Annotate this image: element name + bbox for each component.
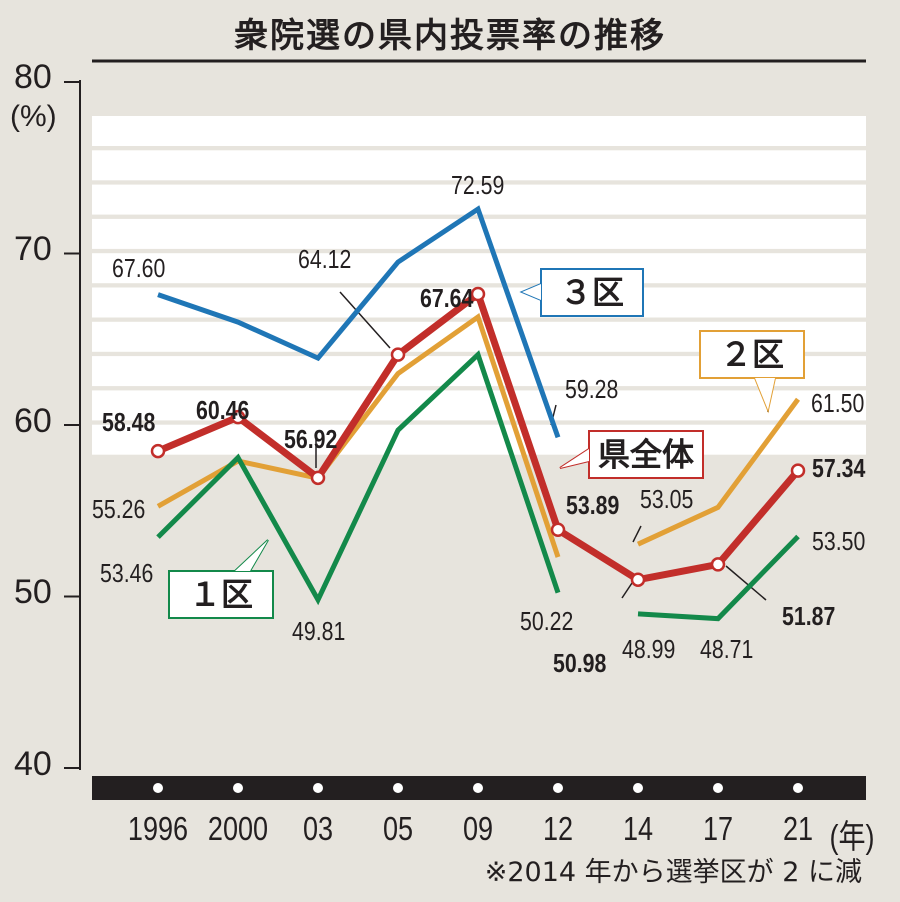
x-axis-dot-14 bbox=[633, 783, 643, 793]
label-leader-line bbox=[725, 565, 767, 601]
data-label-2区-21: 61.50 bbox=[811, 389, 864, 419]
y-tick-label-80: 80 bbox=[14, 58, 52, 96]
data-label-県全体-12: 53.89 bbox=[566, 491, 619, 521]
x-tick-label-2000: 2000 bbox=[207, 810, 269, 847]
series-line-2区-1 bbox=[636, 397, 801, 547]
data-label-3区-12: 59.28 bbox=[565, 375, 618, 405]
data-label-2区-14: 53.05 bbox=[640, 485, 693, 515]
legend-1ku-label: １区 bbox=[189, 576, 253, 614]
x-axis-dot-05 bbox=[393, 783, 403, 793]
grid-band bbox=[92, 218, 866, 249]
x-tick-label-1996: 1996 bbox=[127, 810, 189, 847]
data-point-県全体-21 bbox=[790, 463, 806, 478]
x-axis-dot-09 bbox=[473, 783, 483, 793]
x-axis-unit: (年) bbox=[829, 818, 875, 855]
y-tick-label-60: 60 bbox=[14, 402, 52, 440]
legend-1ku-tail-cover bbox=[235, 540, 268, 571]
grid-band bbox=[92, 116, 866, 146]
x-tick-label-14: 14 bbox=[622, 810, 654, 847]
legend-3ku-label: ３区 bbox=[560, 274, 624, 312]
legend-2ku-tail-cover bbox=[755, 378, 775, 410]
data-label-1区-21: 53.50 bbox=[812, 527, 865, 557]
data-label-県全体-1996: 58.48 bbox=[102, 408, 155, 438]
data-label-3区-03: 64.12 bbox=[298, 245, 351, 275]
data-label-1区-03: 49.81 bbox=[292, 617, 345, 647]
y-tick-label-50: 50 bbox=[14, 573, 52, 611]
data-label-2区-1996: 55.26 bbox=[92, 495, 145, 525]
x-tick-label-09: 09 bbox=[462, 810, 494, 847]
data-label-県全体-17: 51.87 bbox=[782, 602, 835, 632]
data-point-県全体-14 bbox=[630, 572, 646, 587]
x-axis-dot-21 bbox=[793, 783, 803, 793]
data-label-1区-14: 48.99 bbox=[622, 635, 675, 665]
chart-title: 衆院選の県内投票率の推移 bbox=[234, 16, 666, 56]
grid-band bbox=[92, 390, 866, 421]
data-point-県全体-09 bbox=[470, 286, 486, 302]
label-leader-line bbox=[339, 291, 391, 349]
data-label-1区-17: 48.71 bbox=[700, 635, 753, 665]
x-tick-label-12: 12 bbox=[542, 810, 574, 847]
data-label-県全体-21: 57.34 bbox=[812, 454, 866, 484]
data-label-県全体-09: 67.64 bbox=[420, 284, 474, 314]
data-point-県全体-05 bbox=[390, 347, 406, 362]
grid-band bbox=[92, 424, 866, 455]
footnote: ※2014 年から選挙区が 2 に減 bbox=[484, 857, 862, 888]
x-axis-dot-2000 bbox=[233, 783, 243, 793]
x-tick-label-05: 05 bbox=[382, 810, 414, 847]
data-point-県全体-12 bbox=[550, 522, 566, 538]
data-label-3区-1996: 67.60 bbox=[112, 254, 165, 284]
legend-1ku-box bbox=[168, 570, 274, 619]
data-label-3区-09: 72.59 bbox=[451, 171, 504, 201]
x-tick-label-03: 03 bbox=[302, 810, 334, 847]
legend-zentai-box bbox=[588, 430, 704, 479]
label-leader-line bbox=[632, 525, 642, 543]
data-label-1区-1996: 53.46 bbox=[100, 559, 153, 589]
data-label-県全体-14: 50.98 bbox=[553, 649, 606, 679]
legend-2ku-box bbox=[699, 330, 805, 379]
grid-band bbox=[92, 253, 866, 284]
legend-3ku-box bbox=[540, 268, 644, 317]
x-axis-dot-1996 bbox=[153, 783, 163, 793]
legend-2ku-label: ２区 bbox=[720, 336, 784, 374]
x-tick-label-17: 17 bbox=[702, 810, 734, 847]
series-line-1区-1 bbox=[637, 534, 800, 622]
y-axis-unit: (%) bbox=[10, 100, 57, 133]
x-axis-dot-12 bbox=[553, 783, 563, 793]
data-point-県全体-2000 bbox=[230, 409, 246, 425]
data-point-県全体-03 bbox=[310, 470, 326, 486]
data-point-県全体-1996 bbox=[150, 443, 166, 459]
legend-3ku-tail-cover bbox=[522, 284, 541, 300]
legend-zentai-label: 県全体 bbox=[598, 436, 694, 474]
data-label-県全体-2000: 60.46 bbox=[196, 396, 249, 426]
series-line-3区-0 bbox=[157, 205, 561, 439]
grid-band bbox=[92, 150, 866, 181]
legend-zentai-tail-cover bbox=[560, 449, 589, 468]
data-point-県全体-17 bbox=[710, 557, 726, 572]
y-tick-label-40: 40 bbox=[14, 745, 52, 783]
y-tick-label-70: 70 bbox=[14, 230, 52, 268]
x-tick-label-21: 21 bbox=[782, 810, 814, 847]
x-axis-dot-17 bbox=[713, 783, 723, 793]
data-label-県全体-03: 56.92 bbox=[284, 425, 337, 455]
data-label-1区-12: 50.22 bbox=[520, 607, 573, 637]
series-line-1区-0 bbox=[156, 350, 561, 606]
x-axis-dot-03 bbox=[313, 783, 323, 793]
